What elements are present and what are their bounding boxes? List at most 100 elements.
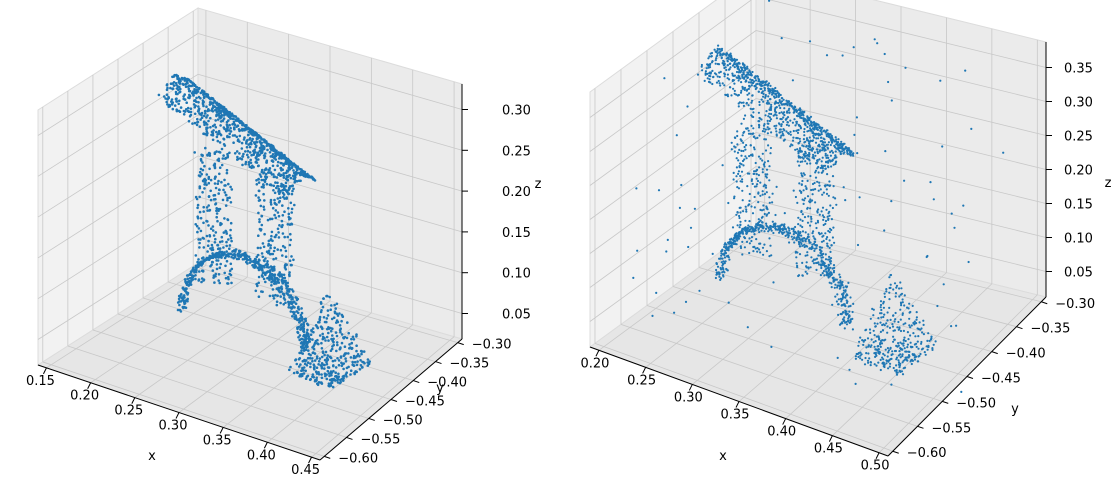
data-point [854, 355, 858, 358]
data-point [186, 280, 190, 284]
data-point [731, 72, 734, 75]
outlier-point [895, 284, 899, 287]
outlier-point [964, 69, 967, 72]
z-axis-label: z [535, 177, 542, 192]
outlier-point [953, 226, 956, 229]
data-point [731, 226, 735, 229]
data-point [265, 265, 269, 269]
data-point [751, 182, 754, 185]
data-point [236, 158, 239, 161]
data-point [798, 253, 802, 256]
outlier-point [855, 116, 859, 119]
data-point [206, 126, 209, 129]
data-point [183, 296, 186, 299]
data-point [792, 228, 795, 231]
data-point [800, 172, 803, 175]
data-point [745, 73, 749, 76]
data-point [889, 358, 892, 361]
data-point [766, 173, 769, 176]
data-point [186, 299, 189, 303]
outlier-point [798, 107, 802, 110]
data-point [801, 274, 804, 277]
data-point [754, 226, 758, 229]
data-point [205, 234, 209, 238]
data-point [248, 137, 252, 140]
data-point [258, 220, 261, 224]
data-point [928, 339, 931, 342]
x-tick-mark [782, 418, 787, 425]
data-point [882, 358, 885, 361]
data-point [916, 340, 919, 343]
data-point [175, 109, 179, 113]
data-point [834, 146, 837, 149]
data-point [332, 369, 335, 373]
data-point [269, 238, 273, 242]
data-point [807, 122, 810, 125]
data-point [726, 73, 730, 76]
data-point [758, 134, 761, 137]
data-point [768, 127, 771, 130]
x-tick-label: 0.25 [114, 404, 143, 419]
x-tick-mark [735, 401, 740, 408]
data-point [761, 91, 764, 94]
data-point [228, 196, 231, 199]
data-point [838, 287, 841, 290]
data-point [808, 200, 811, 203]
data-point [782, 98, 785, 101]
data-point [845, 285, 849, 288]
data-point [799, 127, 803, 130]
data-point [903, 294, 906, 297]
data-point [732, 178, 735, 181]
data-point [739, 91, 743, 94]
data-point [833, 279, 836, 282]
data-point [918, 354, 921, 357]
data-point [779, 224, 782, 227]
data-point [852, 152, 855, 155]
data-point [222, 188, 225, 192]
data-point [308, 378, 312, 382]
data-point [795, 256, 798, 259]
data-point [330, 304, 333, 307]
data-point [809, 224, 812, 227]
data-point [765, 224, 768, 227]
data-point [837, 303, 840, 306]
data-point [847, 317, 850, 320]
data-point [240, 128, 243, 132]
data-point [339, 355, 343, 358]
data-point [818, 143, 821, 146]
data-point [335, 334, 339, 338]
data-point [317, 360, 321, 363]
data-point [325, 317, 329, 320]
data-point [220, 251, 223, 254]
data-point [184, 85, 188, 89]
data-point [775, 101, 778, 104]
y-axis-label: y [1011, 402, 1019, 417]
data-point [282, 172, 286, 175]
data-point [922, 319, 925, 322]
data-point [820, 136, 823, 139]
data-point [736, 211, 739, 214]
data-point [222, 231, 226, 234]
data-point [824, 222, 827, 225]
data-point [737, 74, 740, 77]
data-point [228, 113, 232, 116]
data-point [714, 50, 717, 53]
data-point [752, 81, 755, 85]
data-point [791, 121, 795, 124]
data-point [349, 356, 353, 359]
data-point [325, 335, 329, 339]
data-point [355, 370, 359, 374]
outlier-point [967, 260, 970, 264]
data-point [718, 271, 721, 274]
data-point [723, 84, 726, 87]
data-point [764, 138, 768, 141]
data-point [735, 157, 738, 160]
data-point [319, 325, 323, 329]
y-tick-mark [324, 455, 331, 459]
outlier-point [883, 52, 886, 56]
data-point [774, 127, 777, 130]
data-point [826, 147, 830, 150]
data-point [798, 245, 802, 248]
data-point [310, 357, 314, 360]
